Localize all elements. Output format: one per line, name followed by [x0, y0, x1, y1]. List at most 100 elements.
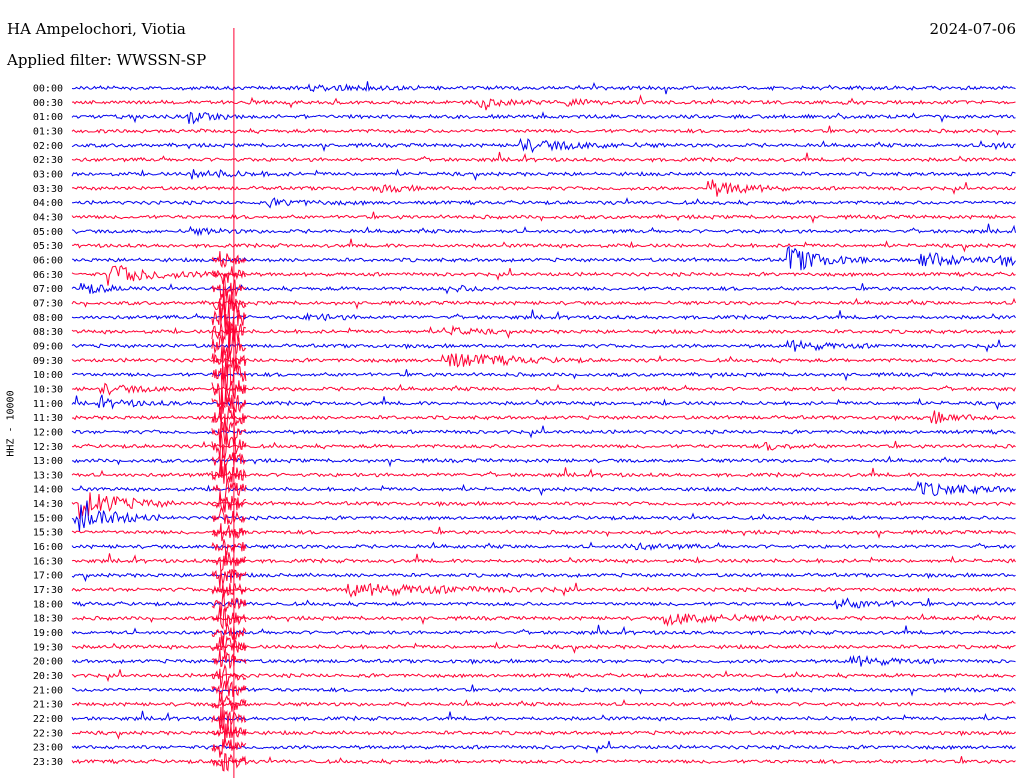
row-label-1900: 19:00: [33, 628, 63, 639]
large-event-trace-14: [211, 274, 247, 300]
row-label-0830: 08:30: [33, 327, 63, 338]
trace-row-2130: [71, 699, 1016, 708]
large-event-trace-37: [211, 605, 247, 630]
trace-row-2300: [71, 740, 1016, 754]
row-label-0800: 08:00: [33, 313, 63, 324]
large-event-trace-41: [211, 663, 247, 689]
large-event-trace-47: [211, 752, 247, 772]
trace-row-1630: [71, 553, 1016, 564]
row-label-1300: 13:00: [33, 456, 63, 467]
large-event-trace-12: [211, 251, 247, 268]
trace-row-1930: [71, 641, 1016, 654]
row-label-1030: 10:30: [33, 384, 63, 395]
row-label-1100: 11:00: [33, 399, 63, 410]
large-event-trace-36: [211, 593, 247, 617]
large-event-trace-43: [211, 690, 247, 712]
trace-row-2030: [71, 669, 1016, 683]
row-label-0100: 01:00: [33, 112, 63, 123]
row-label-2200: 22:00: [33, 714, 63, 725]
station-title: HA Ampelochori, Viotia: [7, 20, 186, 38]
large-event-trace-35: [211, 582, 247, 599]
large-event-trace-26: [211, 446, 247, 477]
row-label-2330: 23:30: [33, 757, 63, 768]
large-event-trace-25: [211, 430, 247, 461]
row-label-0400: 04:00: [33, 198, 63, 209]
trace-row-0230: [71, 151, 1016, 163]
large-event-trace-38: [211, 622, 247, 646]
row-label-1430: 14:30: [33, 499, 63, 510]
row-label-0030: 00:30: [33, 98, 63, 109]
trace-row-0500: [71, 223, 1016, 237]
trace-row-1900: [71, 624, 1016, 636]
trace-row-0300: [71, 168, 1016, 181]
row-label-1830: 18:30: [33, 614, 63, 625]
trace-row-0200: [71, 137, 1016, 154]
trace-row-0600: [71, 245, 1016, 271]
row-label-1230: 12:30: [33, 442, 63, 453]
trace-row-1330: [71, 467, 1016, 478]
trace-row-0330: [71, 179, 1016, 197]
row-label-1530: 15:30: [33, 528, 63, 539]
large-event-trace-28: [211, 479, 247, 504]
large-event-trace-23: [211, 405, 247, 434]
large-event-trace-20: [211, 363, 247, 391]
trace-row-2330: [71, 756, 1016, 765]
row-label-0600: 06:00: [33, 255, 63, 266]
row-label-2130: 21:30: [33, 700, 63, 711]
trace-row-0930: [71, 353, 1016, 368]
trace-row-1730: [71, 582, 1016, 598]
large-event-trace-27: [211, 459, 247, 484]
row-label-2100: 21:00: [33, 685, 63, 696]
row-label-0730: 07:30: [33, 298, 63, 309]
large-event-trace-21: [211, 380, 247, 407]
trace-row-0030: [71, 94, 1016, 111]
large-event-trace-24: [211, 421, 247, 447]
large-event-trace-39: [211, 635, 247, 656]
large-event-trace-46: [211, 736, 247, 758]
row-label-1000: 10:00: [33, 370, 63, 381]
trace-row-0000: [71, 81, 1016, 95]
row-label-2030: 20:30: [33, 671, 63, 682]
large-event-trace-32: [211, 539, 247, 557]
row-label-1200: 12:00: [33, 427, 63, 438]
trace-row-2230: [71, 729, 1016, 740]
large-event-trace-33: [211, 550, 247, 574]
trace-row-0400: [72, 197, 1016, 209]
trace-row-1030: [71, 382, 1016, 396]
trace-row-0430: [71, 211, 1016, 224]
row-label-0330: 03:30: [33, 184, 63, 195]
trace-row-2100: [71, 684, 1016, 697]
row-label-1130: 11:30: [33, 413, 63, 424]
row-label-1930: 19:30: [33, 642, 63, 653]
date-label: 2024-07-06: [929, 20, 1016, 38]
large-event-trace-44: [211, 706, 247, 729]
row-label-1730: 17:30: [33, 585, 63, 596]
row-label-1600: 16:00: [33, 542, 63, 553]
large-event-trace-29: [211, 492, 246, 514]
large-event-trace-30: [211, 508, 247, 525]
row-label-1630: 16:30: [33, 556, 63, 567]
row-label-1800: 18:00: [33, 599, 63, 610]
row-label-1400: 14:00: [33, 485, 63, 496]
row-label-1500: 15:00: [33, 513, 63, 524]
trace-row-2000: [71, 654, 1016, 667]
large-event-trace-16: [211, 298, 247, 336]
trace-row-1700: [71, 572, 1016, 583]
filter-label: Applied filter: WWSSN-SP: [7, 51, 207, 69]
trace-row-1100: [71, 394, 1016, 411]
row-label-0200: 02:00: [33, 141, 63, 152]
row-label-1700: 17:00: [33, 571, 63, 582]
row-label-0530: 05:30: [33, 241, 63, 252]
trace-row-0700: [71, 282, 1016, 295]
row-label-2300: 23:00: [33, 743, 63, 754]
row-label-0900: 09:00: [33, 341, 63, 352]
large-event-trace-22: [211, 389, 247, 423]
trace-row-0530: [71, 238, 1016, 253]
row-label-0300: 03:00: [33, 169, 63, 180]
row-label-0430: 04:30: [33, 212, 63, 223]
row-label-0930: 09:30: [33, 356, 63, 367]
large-event-trace-19: [211, 346, 247, 380]
large-event-trace-45: [211, 722, 247, 742]
row-label-1330: 13:30: [33, 470, 63, 481]
